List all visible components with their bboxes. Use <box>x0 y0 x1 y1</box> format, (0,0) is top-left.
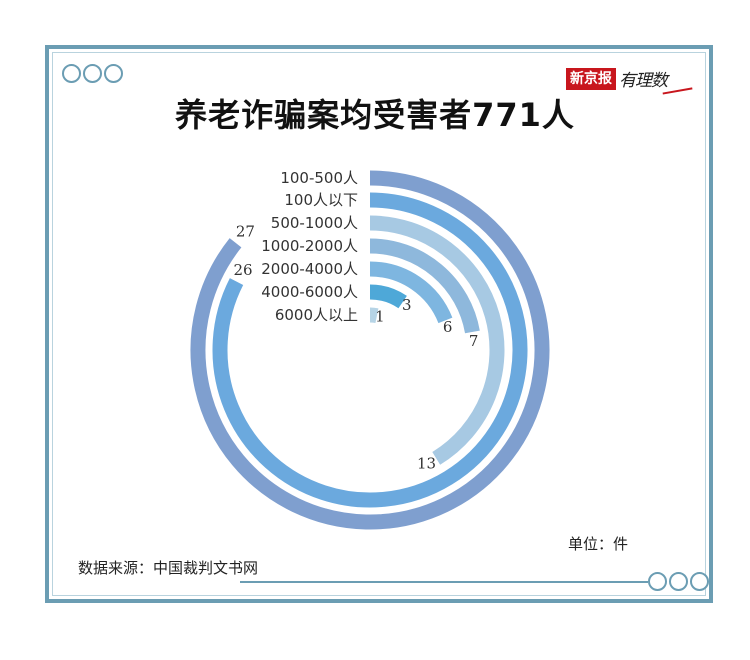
radial-bar-0 <box>190 170 550 530</box>
value-label-6: 1 <box>375 307 385 325</box>
value-label-3: 7 <box>469 332 479 350</box>
bottom-divider <box>240 581 648 583</box>
value-label-4: 6 <box>443 318 453 336</box>
brand-box: 新京报 <box>566 67 616 90</box>
category-label-6: 6000人以上 <box>275 306 358 324</box>
category-label-1: 100人以下 <box>284 191 358 209</box>
radial-bar-3 <box>369 238 480 334</box>
category-label-5: 4000-6000人 <box>261 283 358 301</box>
circle-icon <box>669 572 688 591</box>
circle-icon <box>62 64 81 83</box>
radial-bar-1 <box>212 192 528 508</box>
category-label-3: 1000-2000人 <box>261 237 358 255</box>
value-label-2: 13 <box>417 455 436 473</box>
value-label-1: 26 <box>233 261 252 279</box>
radial-bar-5 <box>369 284 407 309</box>
decorative-circles-top <box>62 64 123 83</box>
category-label-4: 2000-4000人 <box>261 260 358 278</box>
circle-icon <box>648 572 667 591</box>
inner-frame <box>52 52 706 596</box>
brand-script: 有理数 <box>619 71 668 91</box>
circle-icon <box>104 64 123 83</box>
decorative-circles-bottom <box>648 572 709 591</box>
circle-icon <box>690 572 709 591</box>
value-label-0: 27 <box>236 222 255 240</box>
source-label: 数据来源：中国裁判文书网 <box>78 559 259 577</box>
unit-label: 单位：件 <box>568 535 629 553</box>
chart-title: 养老诈骗案均受害者771人 <box>175 96 575 134</box>
radial-bar-6 <box>369 307 379 324</box>
category-label-0: 100-500人 <box>280 169 358 187</box>
radial-bar-4 <box>369 261 453 324</box>
value-label-5: 3 <box>402 296 412 314</box>
radial-bar-2 <box>369 215 505 465</box>
brand-logo: 新京报 有理数 <box>566 66 693 95</box>
circle-icon <box>83 64 102 83</box>
category-label-2: 500-1000人 <box>271 214 358 232</box>
outer-frame <box>45 45 713 603</box>
